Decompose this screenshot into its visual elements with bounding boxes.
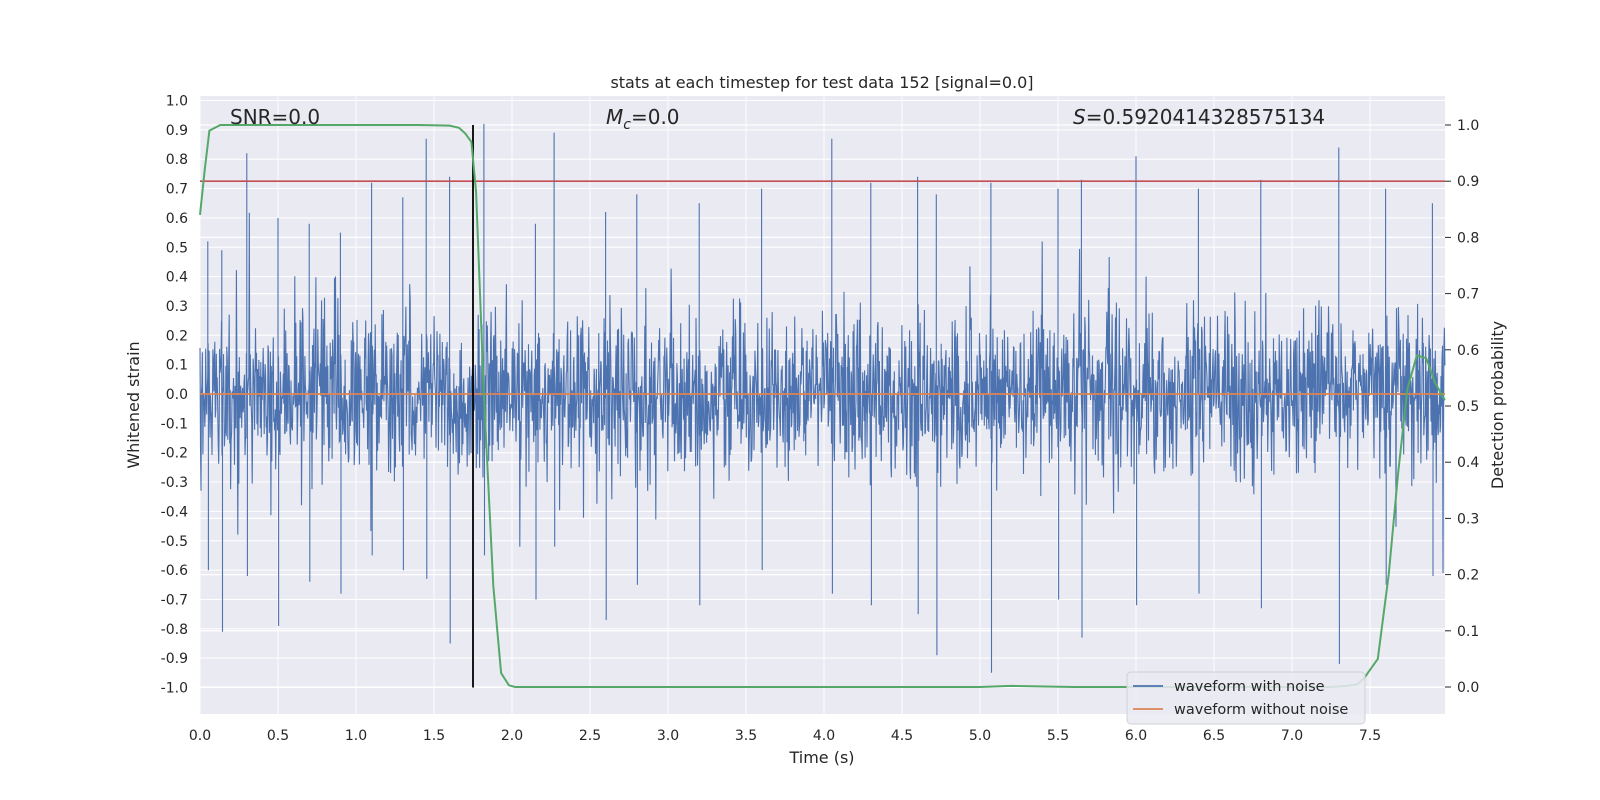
x-tick-label: 3.5	[735, 728, 757, 744]
y2-tick-label: 1.0	[1457, 118, 1479, 134]
y2-tick-label: 0.0	[1457, 680, 1479, 696]
y-tick-label: -1.0	[161, 681, 188, 697]
y-tick-label: -0.2	[161, 446, 188, 462]
x-tick-label: 7.5	[1359, 728, 1381, 744]
x-tick-label: 2.0	[501, 728, 523, 744]
x-tick-label: 2.5	[579, 728, 601, 744]
legend-box	[1126, 671, 1366, 725]
y2-tick-label: 0.7	[1457, 287, 1479, 303]
y-tick-label: 0.3	[166, 299, 188, 315]
snr-annotation: SNR=0.0	[230, 105, 320, 129]
x-tick-label: 4.0	[813, 728, 835, 744]
y-tick-label: -0.6	[161, 563, 188, 579]
y-tick-label: -0.7	[161, 592, 188, 608]
score-value: =0.5920414328575134	[1086, 105, 1325, 129]
x-tick-label: 0.0	[189, 728, 211, 744]
y-tick-label: 0.0	[166, 387, 188, 403]
x-tick-label: 5.0	[969, 728, 991, 744]
y-axis-ticks: 1.0 0.9 0.8 0.7 0.6 0.5 0.4 0.3 0.2 0.1 0.0 -0.1 -0.…	[161, 94, 188, 697]
x-tick-label: 7.0	[1281, 728, 1303, 744]
chirp-mass-symbol: M	[606, 105, 623, 129]
score-annotation: S=0.5920414328575134	[1073, 105, 1325, 129]
y-tick-label: 1.0	[166, 94, 188, 110]
x-tick-label: 3.0	[657, 728, 679, 744]
y2-tick-label: 0.1	[1457, 624, 1479, 640]
y-tick-label: 0.5	[166, 240, 188, 256]
y-tick-label: 0.9	[166, 123, 188, 139]
y-tick-label: -0.1	[161, 416, 188, 432]
legend-label-noise: waveform with noise	[1174, 679, 1325, 695]
x-tick-label: 6.0	[1125, 728, 1147, 744]
series-waveform-with-noise	[199, 124, 1446, 673]
x-tick-label: 6.5	[1203, 728, 1225, 744]
y-tick-label: 0.6	[166, 211, 188, 227]
y2-tick-label: 0.9	[1457, 174, 1479, 190]
x-axis-ticks: 0.0 0.5 1.0 1.5 2.0 2.5 3.0 3.5 4.0 4.5 5.0 5.5 6.0 6…	[189, 728, 1381, 744]
y2-tick-label: 0.8	[1457, 230, 1479, 246]
x-tick-label: 1.0	[345, 728, 367, 744]
score-symbol: S	[1073, 105, 1086, 129]
y-tick-label: 0.8	[166, 152, 188, 168]
legend: waveform with noise waveform without noi…	[1126, 671, 1366, 725]
y-tick-label: 0.2	[166, 328, 188, 344]
y2-tick-label: 0.6	[1457, 343, 1479, 359]
y2-axis-label: Detection probability	[1488, 321, 1507, 489]
x-tick-label: 0.5	[267, 728, 289, 744]
x-axis-label: Time (s)	[788, 748, 854, 767]
y-tick-label: -0.9	[161, 651, 188, 667]
y2-tick-label: 0.5	[1457, 399, 1479, 415]
y2-tick-label: 0.2	[1457, 568, 1479, 584]
y2-axis-ticks: 1.0 0.9 0.8 0.7 0.6 0.5 0.4 0.3 0.2 0.1 0.0	[1445, 118, 1479, 696]
y-tick-label: -0.4	[161, 504, 188, 520]
y-tick-label: 0.1	[166, 358, 188, 374]
chirp-mass-annotation: Mc=0.0	[606, 105, 680, 133]
y-tick-label: -0.8	[161, 622, 188, 638]
series-detection-probability	[199, 124, 1446, 688]
legend-label-no-noise: waveform without noise	[1174, 702, 1348, 718]
chirp-mass-subscript: c	[623, 117, 631, 133]
y-tick-label: -0.5	[161, 534, 188, 550]
x-tick-label: 5.5	[1047, 728, 1069, 744]
chirp-mass-value: =0.0	[631, 105, 680, 129]
x-tick-label: 1.5	[423, 728, 445, 744]
y2-tick-label: 0.3	[1457, 511, 1479, 527]
y2-tick-label: 0.4	[1457, 455, 1479, 471]
chart-title: stats at each timestep for test data 152…	[610, 73, 1033, 92]
y-axis-label: Whitened strain	[124, 341, 143, 468]
y-tick-label: -0.3	[161, 475, 188, 491]
y-tick-label: 0.7	[166, 182, 188, 198]
plot-content	[199, 124, 1446, 688]
y-tick-label: 0.4	[166, 270, 188, 286]
x-tick-label: 4.5	[891, 728, 913, 744]
